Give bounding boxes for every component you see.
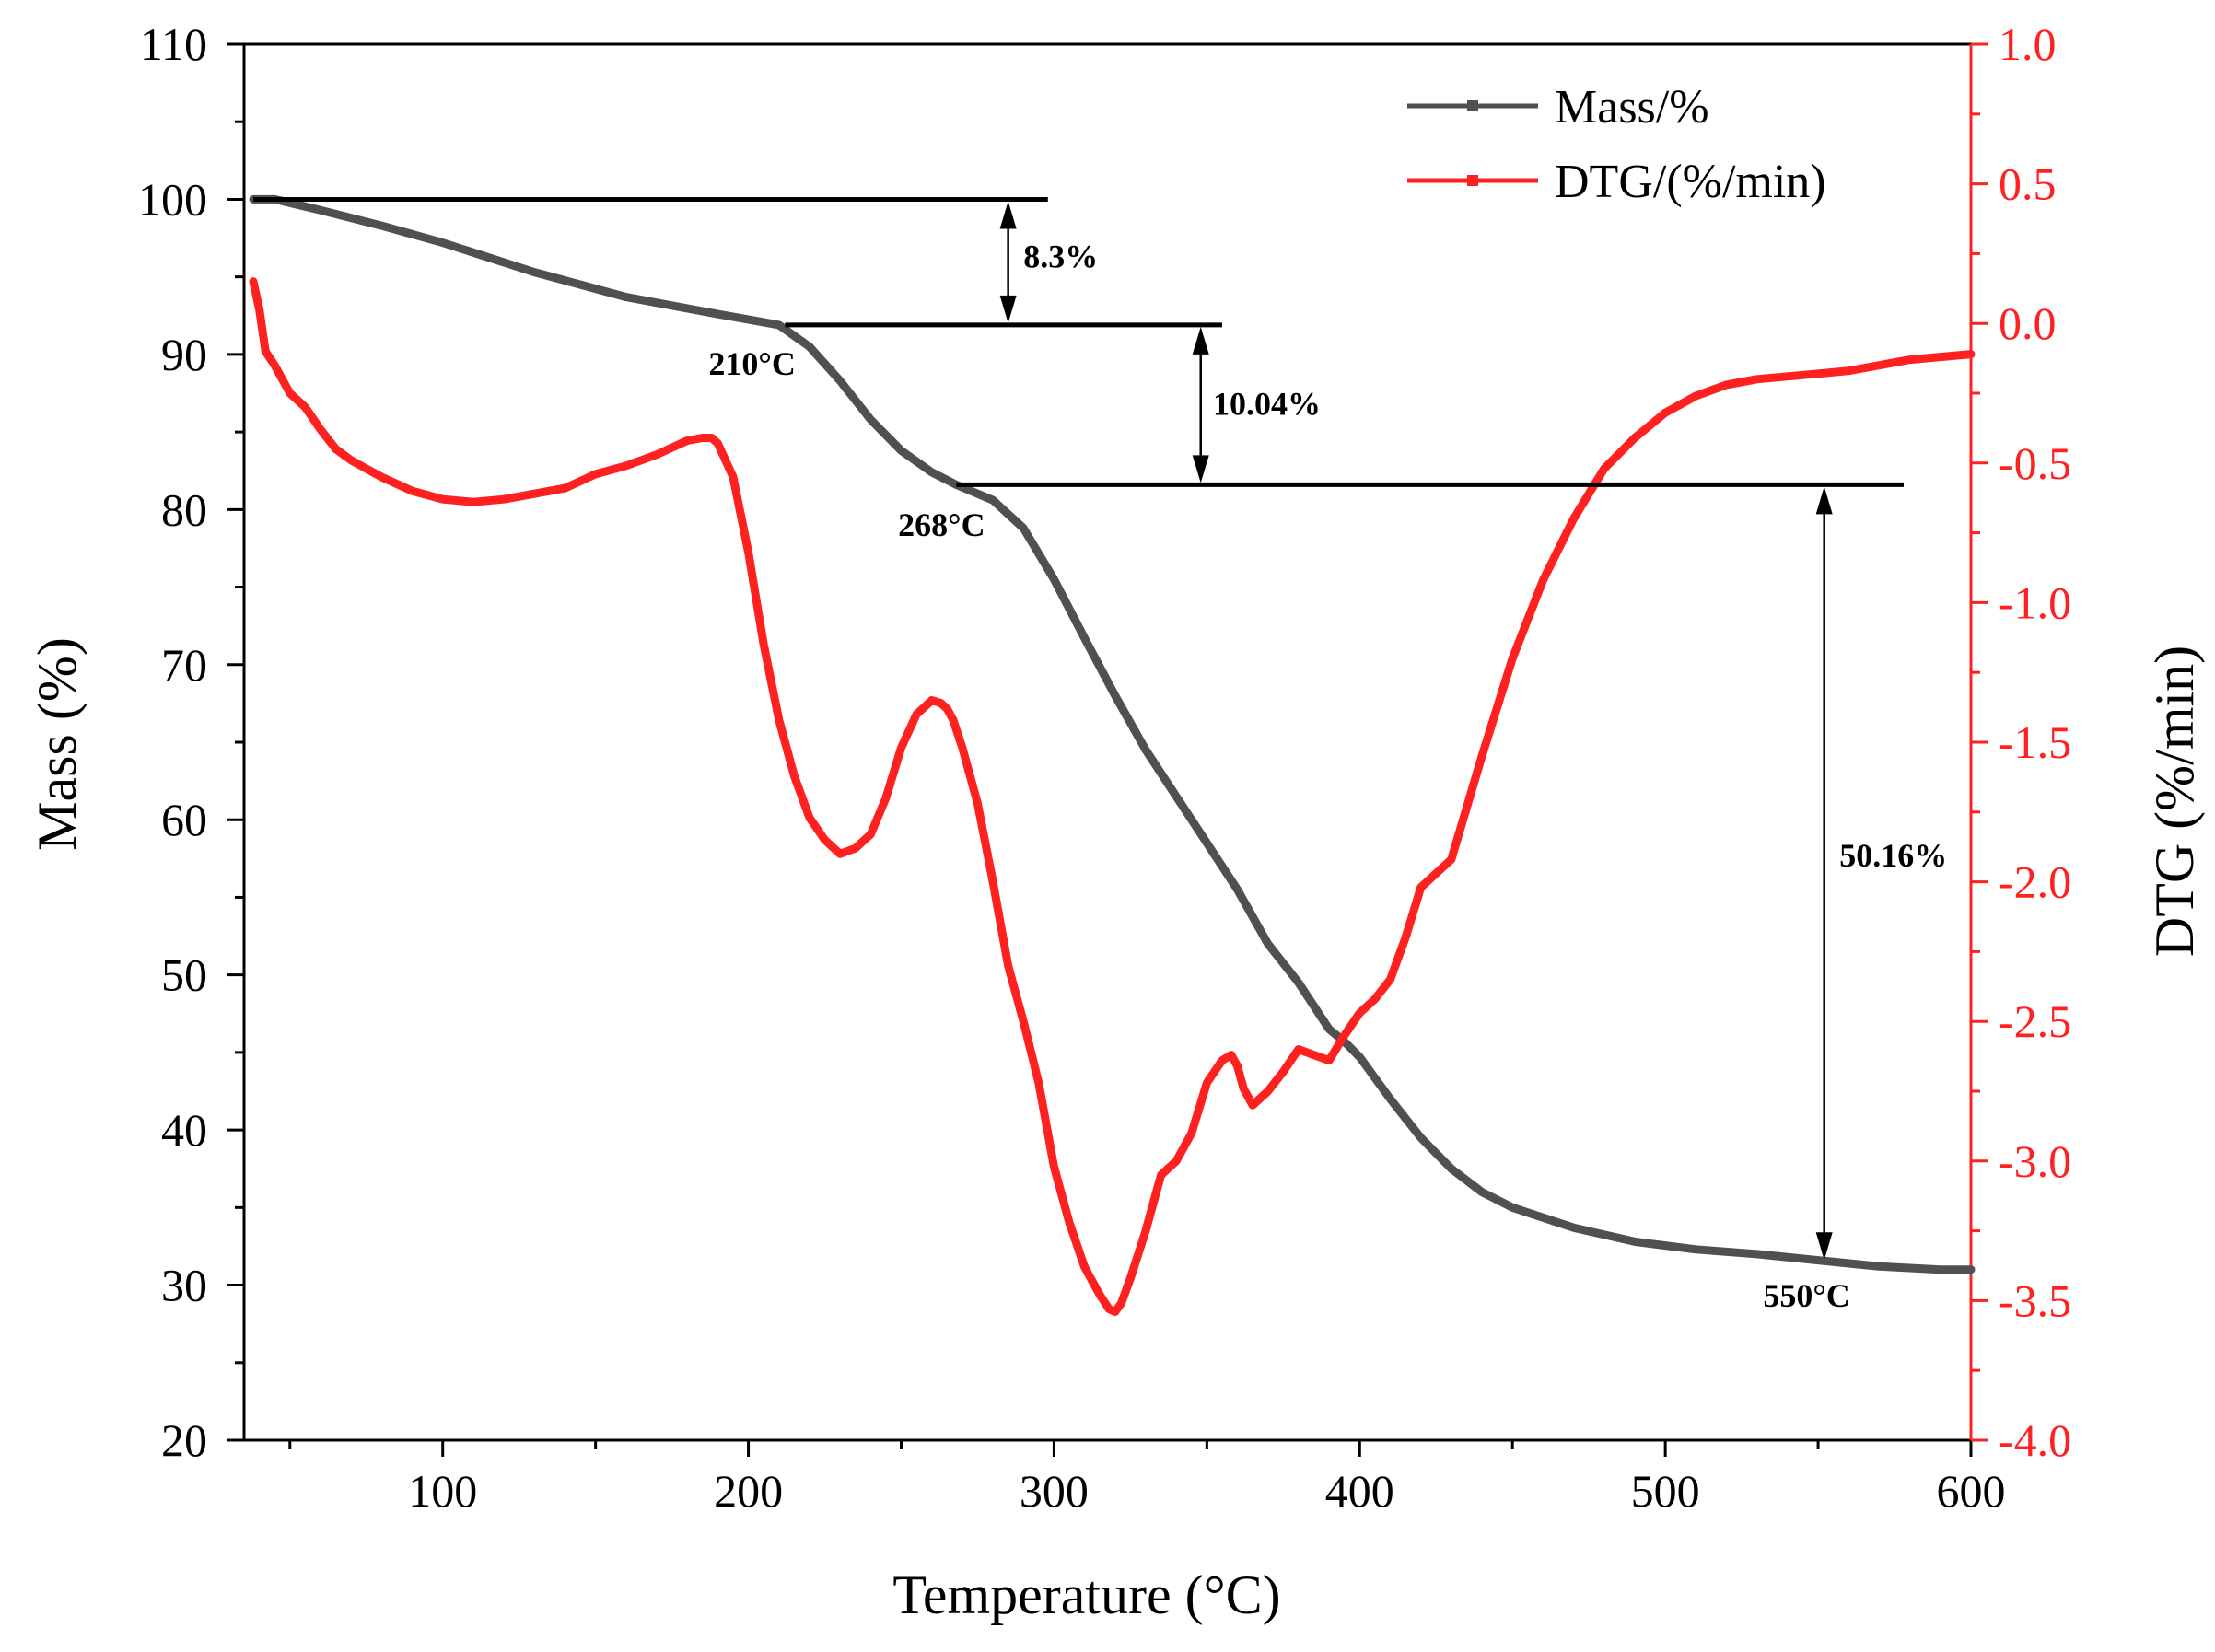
y-right-tick-label: 1.0 xyxy=(1999,18,2057,70)
dtg-series-line xyxy=(249,277,1976,1316)
chart-annotation: 550°C xyxy=(1763,1277,1849,1314)
x-tick-label: 100 xyxy=(408,1465,477,1517)
legend: Mass/% DTG/(%/min) xyxy=(1407,81,1826,208)
legend-mass-label: Mass/% xyxy=(1555,81,1709,134)
y-left-tick-label: 90 xyxy=(161,329,207,380)
y-axis-left-title: Mass (%) xyxy=(27,637,87,851)
y-right-tick-label: -3.5 xyxy=(1999,1274,2071,1326)
y-left-tick-label: 110 xyxy=(140,18,207,70)
y-left-tick-label: 40 xyxy=(161,1104,207,1156)
y-left-tick-label: 70 xyxy=(161,639,207,691)
y-right-tick-label: -1.0 xyxy=(1999,576,2071,628)
y-right-tick-label: -4.0 xyxy=(1999,1414,2071,1466)
mass-loss-arrowhead-up xyxy=(999,201,1017,229)
y-left-tick-label: 100 xyxy=(138,173,207,225)
chart-annotation: 10.04% xyxy=(1213,386,1321,423)
y-right-tick-label: 0.5 xyxy=(1999,158,2057,210)
chart-annotation: 210°C xyxy=(708,345,795,382)
y-right-tick-label: -1.5 xyxy=(1999,716,2071,768)
mass-loss-arrowhead-up xyxy=(1192,326,1209,355)
y-left-tick-label: 60 xyxy=(161,794,207,845)
mass-loss-arrowhead-down xyxy=(1815,1232,1833,1261)
legend-mass-marker xyxy=(1467,100,1478,111)
mass-loss-arrowhead-down xyxy=(999,295,1017,323)
plot-area: 100 200 300 400 500 600 20 30 40 50 60 70 80 90 100 110… xyxy=(138,18,2071,1517)
x-tick-label: 200 xyxy=(714,1465,783,1517)
x-tick-label: 500 xyxy=(1631,1465,1700,1517)
y-right-tick-label: 0.0 xyxy=(1999,297,2057,349)
y-right-tick-label: -0.5 xyxy=(1999,437,2071,489)
chart-annotation: 268°C xyxy=(898,506,985,543)
y-right-tick-label: -3.0 xyxy=(1999,1135,2071,1187)
legend-dtg-label: DTG/(%/min) xyxy=(1555,156,1826,208)
x-tick-label: 400 xyxy=(1325,1465,1394,1517)
y-right-tick-label: -2.0 xyxy=(1999,856,2071,908)
y-left-tick-label: 80 xyxy=(161,483,207,535)
x-tick-label: 300 xyxy=(1020,1465,1089,1517)
y-axis-right-title: DTG (%/min) xyxy=(2144,646,2205,957)
mass-series-line xyxy=(249,194,1976,1274)
chart-annotation: 8.3% xyxy=(1023,238,1098,275)
x-tick-label: 600 xyxy=(1937,1465,2006,1517)
mass-loss-arrowhead-down xyxy=(1192,455,1209,483)
y-left-tick-label: 50 xyxy=(161,949,207,1001)
chart-annotation: 50.16% xyxy=(1839,837,1947,874)
y-left-tick-label: 30 xyxy=(161,1260,207,1311)
mass-loss-arrowhead-up xyxy=(1815,486,1833,515)
legend-dtg-marker xyxy=(1467,175,1478,186)
x-axis-title: Temperature (°C) xyxy=(892,1565,1280,1625)
y-right-tick-label: -2.5 xyxy=(1999,995,2071,1047)
y-left-tick-label: 20 xyxy=(161,1414,207,1466)
